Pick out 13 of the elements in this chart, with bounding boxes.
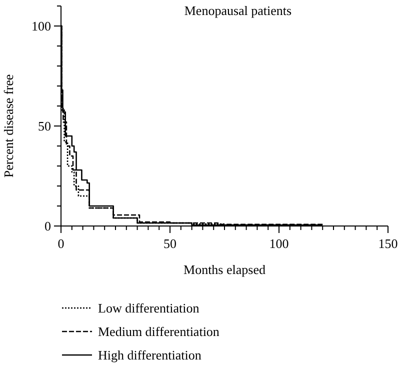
y-tick-label: 0 (44, 218, 51, 234)
legend-label: Low differentiation (98, 300, 200, 316)
y-tick-label: 100 (32, 18, 51, 34)
x-axis-title: Months elapsed (184, 262, 266, 277)
x-tick-label: 50 (164, 236, 176, 251)
legend-label: Medium differentiation (98, 324, 220, 339)
x-tick-label: 150 (378, 236, 398, 251)
y-tick-label: 50 (38, 118, 51, 134)
y-axis-title: Percent disease free (1, 74, 16, 178)
legend-label: High differentiation (98, 348, 202, 362)
chart-title: Menopausal patients (184, 3, 292, 18)
x-tick-label: 0 (58, 236, 64, 251)
x-tick-label: 100 (269, 236, 289, 251)
